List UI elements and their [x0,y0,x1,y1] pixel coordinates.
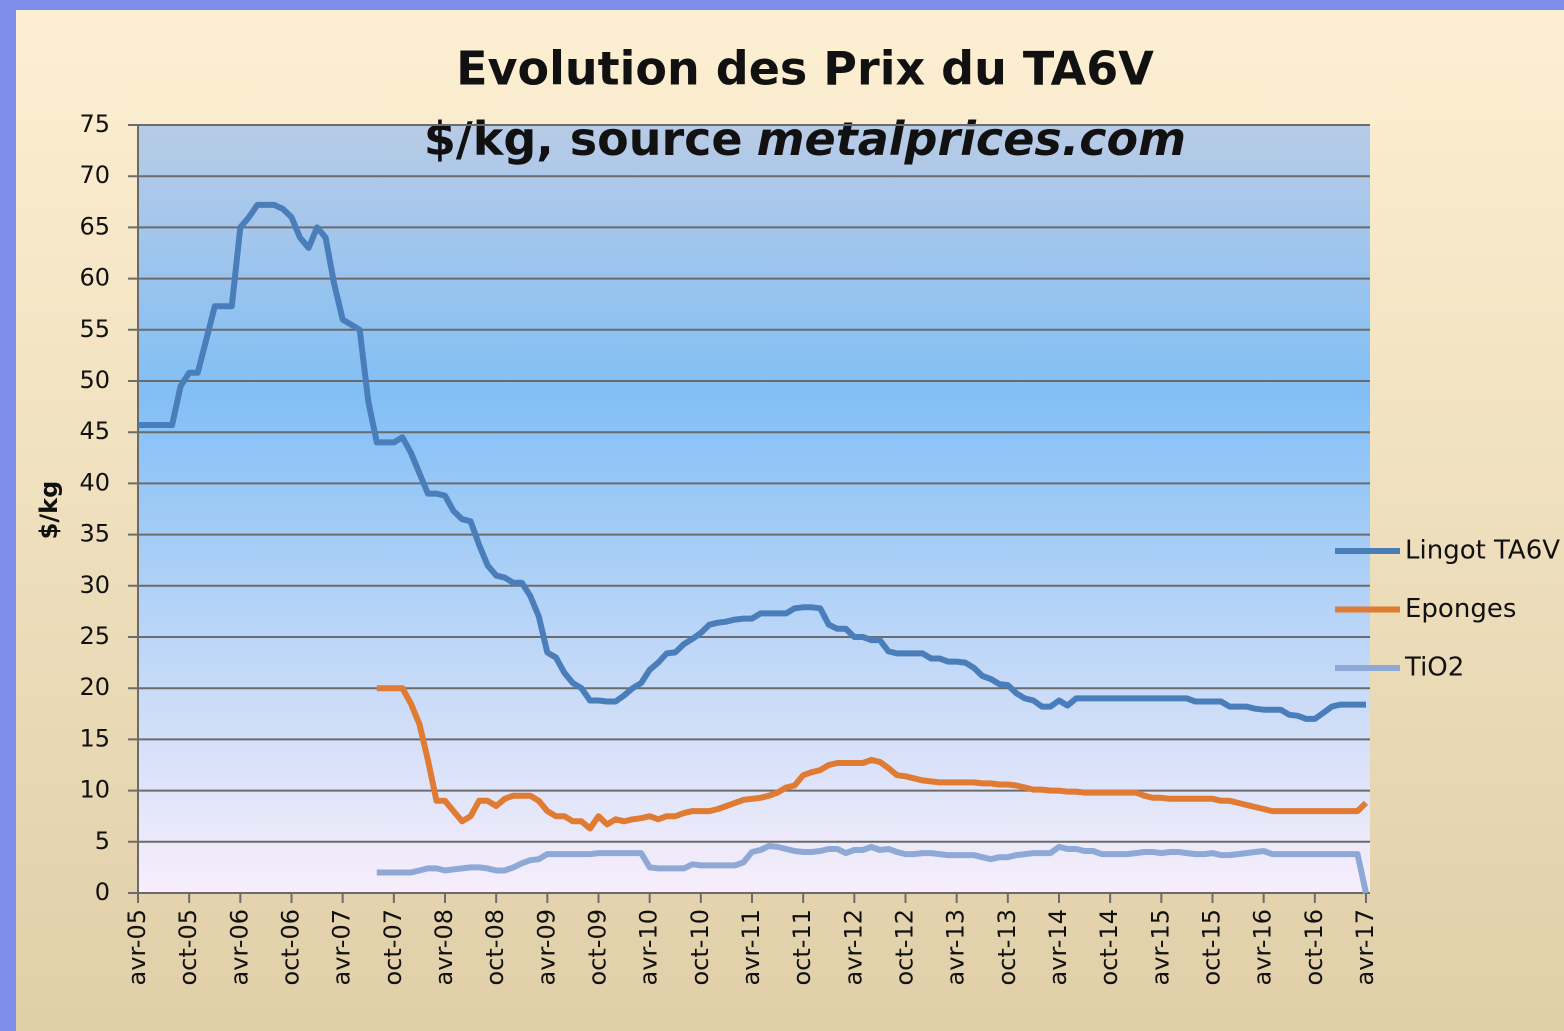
y-tick-label: 50 [79,366,110,394]
y-tick-label: 40 [79,468,110,496]
x-tick-label: oct-06 [277,909,305,986]
series-line [376,685,1369,832]
x-tick-label: oct-07 [379,909,407,986]
series-line [138,201,1366,722]
y-tick-label: 5 [95,827,110,855]
x-tick-label: avr-15 [1146,909,1174,985]
y-tick-label: 0 [95,878,110,906]
x-tick-label: oct-13 [993,909,1021,986]
x-tick-label: oct-10 [686,909,714,986]
chart-title: Evolution des Prix du TA6V [456,42,1154,96]
y-tick-label: 75 [79,110,110,138]
x-tick-label: avr-08 [430,909,458,985]
x-tick-label: oct-14 [1095,909,1123,986]
x-tick-label: oct-08 [481,909,509,986]
y-tick-label: 35 [79,520,110,548]
x-tick-label: oct-11 [788,909,816,986]
y-tick-label: 20 [79,673,110,701]
y-tick-label: 70 [79,161,110,189]
series-line [376,842,1369,894]
x-tick-label: oct-09 [584,909,612,986]
x-tick-label: avr-05 [123,909,151,985]
x-tick-label: avr-13 [942,909,970,985]
x-tick-label: avr-14 [1044,909,1072,985]
x-tick-label: avr-17 [1351,909,1379,985]
x-tick-label: avr-10 [635,909,663,985]
y-tick-label: 15 [79,724,110,752]
legend-label: Eponges [1405,594,1516,624]
x-tick-label: avr-16 [1249,909,1277,985]
y-tick-label: 65 [79,212,110,240]
x-tick-label: avr-12 [839,909,867,985]
y-axis-label: $/kg [35,481,63,540]
x-tick-label: avr-07 [328,909,356,985]
subtitle-source: metalprices.com [757,112,1186,166]
x-tick-label: oct-12 [891,909,919,986]
legend-label: Lingot TA6V [1405,536,1560,566]
y-tick-label: 45 [79,417,110,445]
plot-area [138,125,1370,893]
y-tick-label: 30 [79,571,110,599]
legend-label: TiO2 [1404,653,1464,683]
chart-subtitle: $/kg, source metalprices.com [424,112,1186,166]
y-tick-label: 25 [79,622,110,650]
x-tick-label: avr-06 [225,909,253,985]
y-tick-label: 55 [79,315,110,343]
y-tick-label: 10 [79,776,110,804]
x-tick-label: oct-16 [1300,909,1328,986]
subtitle-text: $/kg, source [424,112,743,166]
x-tick-label: avr-09 [532,909,560,985]
x-tick-label: oct-15 [1198,909,1226,986]
x-tick-label: avr-11 [737,909,765,985]
x-tick-label: oct-05 [174,909,202,986]
y-tick-label: 60 [79,264,110,292]
